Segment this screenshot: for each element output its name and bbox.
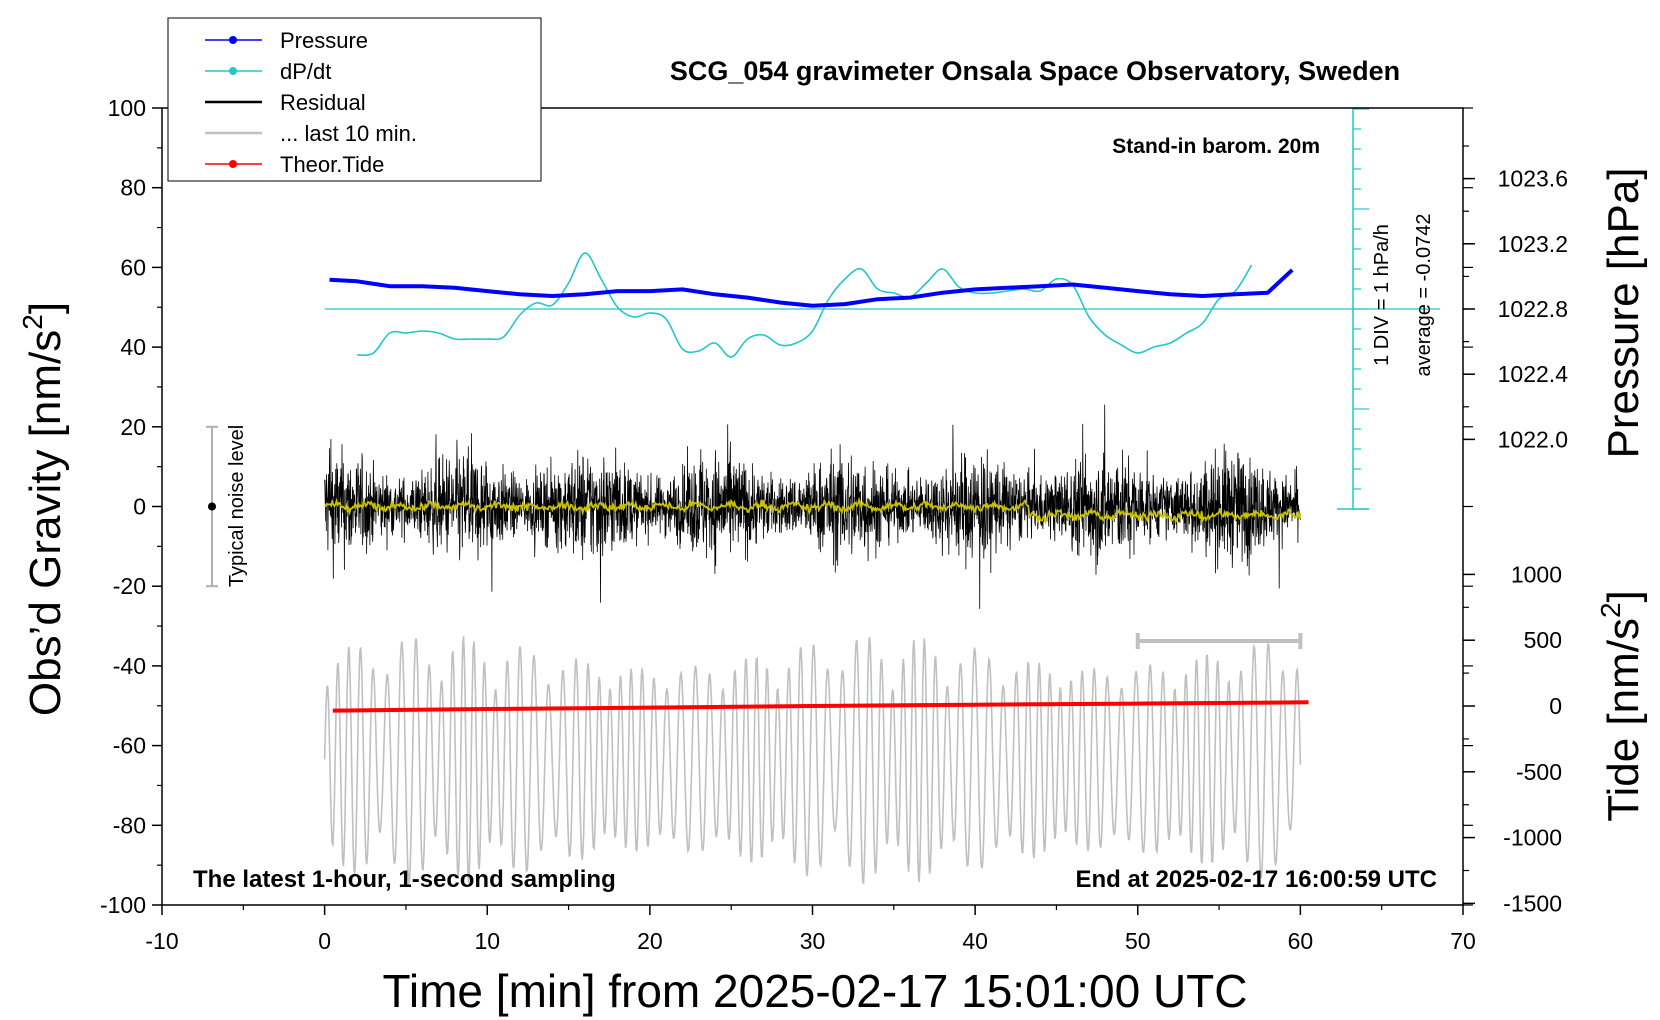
legend-item: Residual xyxy=(205,90,366,115)
tide-tick-label: 0 xyxy=(1549,693,1562,719)
legend-label: Pressure xyxy=(280,28,368,53)
legend-label: dP/dt xyxy=(280,59,331,84)
noise-bar-center xyxy=(208,502,216,511)
pressure-tick-label: 1022.8 xyxy=(1498,296,1568,322)
y-axis-label-pressure: Pressure [hPa] xyxy=(1599,167,1648,458)
pressure-tick-label: 1023.6 xyxy=(1498,166,1568,192)
legend-label: ... last 10 min. xyxy=(280,121,417,146)
x-tick-label: 0 xyxy=(318,928,331,954)
legend-marker xyxy=(229,67,237,75)
x-tick-label: 60 xyxy=(1288,928,1314,954)
tide-tick-label: 1000 xyxy=(1511,561,1562,587)
tide-tick-label: -1500 xyxy=(1503,890,1562,916)
residual-trace xyxy=(324,404,1301,609)
tide-tick-label: -500 xyxy=(1516,759,1562,785)
y-axis-label-tide-sup: 2 xyxy=(1595,602,1626,618)
tide-tick-label: -1000 xyxy=(1503,825,1562,851)
x-tick-label: 20 xyxy=(637,928,663,954)
dpdt-average-note: average = -0.0742 xyxy=(1413,214,1435,377)
y-axis-label-gravity-sup: 2 xyxy=(17,314,48,330)
y-axis-label-tide-end: ] xyxy=(1599,590,1648,602)
y-tick-label: -80 xyxy=(113,812,146,838)
x-tick-label: 30 xyxy=(800,928,826,954)
theoretical-tide-trace xyxy=(332,700,1309,713)
x-axis-label: Time [min] from 2025-02-17 15:01:00 UTC xyxy=(383,965,1248,1017)
legend-label: Residual xyxy=(280,90,366,115)
last-10-min-trace xyxy=(323,636,1302,886)
end-time-note: End at 2025-02-17 16:00:59 UTC xyxy=(1076,866,1438,893)
chart-title: SCG_054 gravimeter Onsala Space Observat… xyxy=(670,56,1400,86)
sampling-note: The latest 1-hour, 1-second sampling xyxy=(193,866,616,893)
y-tick-label: -100 xyxy=(100,892,146,918)
y-tick-label: -60 xyxy=(113,733,146,759)
y-tick-label: -20 xyxy=(113,573,146,599)
noise-level-label: Typical noise level xyxy=(226,425,248,587)
barometer-note: Stand-in barom. 20m xyxy=(1112,135,1320,158)
legend: Pressure dP/dt Residual ... last 10 min. The… xyxy=(167,17,542,182)
y-tick-label: 100 xyxy=(108,95,146,121)
y-axis-label-gravity-end: ] xyxy=(21,302,70,314)
legend-item: ... last 10 min. xyxy=(205,121,417,146)
y-axis-label-tide-main: Tide [nm/s xyxy=(1599,618,1648,822)
legend-marker xyxy=(229,160,237,168)
legend-item: dP/dt xyxy=(205,59,331,84)
x-tick-label: 10 xyxy=(474,928,500,954)
residual-smoothed-trace xyxy=(324,496,1302,526)
pressure-tick-label: 1022.0 xyxy=(1498,426,1568,452)
y-axis-label-gravity-main: Obs’d Gravity [nm/s xyxy=(21,330,70,716)
y-tick-label: 80 xyxy=(120,175,146,201)
legend-item: Theor.Tide xyxy=(205,152,384,177)
x-tick-label: -10 xyxy=(145,928,178,954)
y-tick-label: 40 xyxy=(120,334,146,360)
x-tick-label: 70 xyxy=(1450,928,1476,954)
legend-box xyxy=(167,17,542,182)
x-tick-label: 50 xyxy=(1125,928,1151,954)
pressure-tick-label: 1023.2 xyxy=(1498,231,1568,257)
y-tick-label: 60 xyxy=(120,254,146,280)
dpdt-scale-note: 1 DIV = 1 hPa/h xyxy=(1371,224,1393,366)
y-tick-label: -40 xyxy=(113,653,146,679)
y-axis-label-tide: Tide [nm/s2] xyxy=(1595,590,1648,822)
y-tick-label: 20 xyxy=(120,414,146,440)
legend-label: Theor.Tide xyxy=(280,152,384,177)
pressure-trace xyxy=(329,268,1294,308)
data-layer xyxy=(206,108,1440,886)
y-axis-label-gravity: Obs’d Gravity [nm/s2] xyxy=(17,302,70,716)
legend-marker xyxy=(229,36,237,44)
dpdt-trace xyxy=(357,252,1253,358)
y-tick-label: 0 xyxy=(133,494,146,520)
x-tick-label: 40 xyxy=(962,928,988,954)
pressure-tick-label: 1022.4 xyxy=(1498,361,1569,387)
tide-tick-label: 500 xyxy=(1524,627,1562,653)
legend-item: Pressure xyxy=(205,28,368,53)
